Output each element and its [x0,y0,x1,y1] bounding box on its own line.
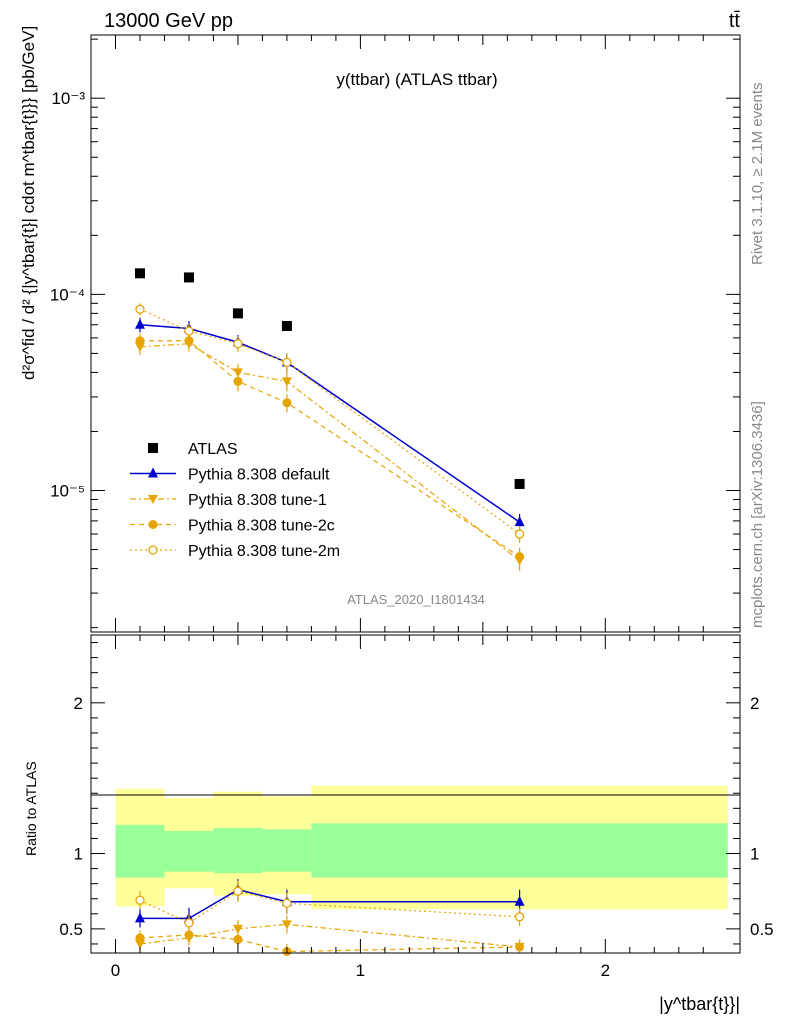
x-axis-label: |y^tbar{t}}| [659,994,740,1014]
x-tick-label: 2 [601,961,610,980]
ratio-point-pythia-8-308-tune-2m [514,912,525,922]
main-frame [90,34,741,633]
main-point-atlas [134,268,145,279]
main-line-pythia-8-308-tune-2m [139,308,520,535]
main-point-pythia-8-308-tune-2m [282,357,292,368]
legend-marker-pythia-8-308-tune-2m [148,545,158,555]
analysis-watermark: ATLAS_2020_I1801434 [347,592,485,607]
main-axes: 10⁻⁵ 10⁻⁴ 10⁻³ [50,35,740,632]
main-point-pythia-8-308-tune-2m [514,529,525,539]
ratio-band-inner [311,823,728,878]
main-y-tick-label: 10⁻³ [51,89,85,108]
ratio-y-tick-label-right: 0.5 [750,920,774,939]
ratio-line-pythia-8-308-tune-2m [139,890,520,924]
main-point-pythia-8-308-tune-2m [135,304,145,314]
legend-marker-pythia-8-308-default [148,467,158,478]
ratio-y-axis-label: Ratio to ATLAS [23,761,39,856]
main-point-pythia-8-308-tune-2m [233,339,243,349]
ratio-point-pythia-8-308-tune-2c [135,933,145,943]
legend-label-pythia-8-308-default: Pythia 8.308 default [188,467,330,484]
legend-label-pythia-8-308-tune-2c: Pythia 8.308 tune-2c [188,518,335,535]
main-point-pythia-8-308-default [134,318,145,329]
mcplots-label: mcplots.cern.ch [arXiv:1306.3436] [749,401,766,628]
ratio-point-pythia-8-308-default [134,912,145,923]
main-point-atlas [232,308,243,319]
ratio-frame [90,634,741,954]
energy-label: 13000 GeV pp [104,10,233,32]
main-point-atlas [281,320,292,331]
main-line-pythia-8-308-tune-1 [139,343,520,561]
x-tick-label: 1 [356,961,365,980]
main-point-atlas [183,272,194,283]
ratio-bands [115,785,728,910]
main-point-pythia-8-308-tune-2c [233,376,243,386]
ratio-point-pythia-8-308-tune-1 [232,924,243,934]
ratio-axes: 0.5 0.5 1 1 2 2 0 1 2 [59,635,774,980]
main-markers [134,268,525,571]
ratio-line-pythia-8-308-tune-2c [139,934,520,953]
process-label: tt̄ [729,10,741,32]
ratio-point-pythia-8-308-tune-2m [233,886,243,896]
legend-marker-pythia-8-308-tune-2c [148,520,158,529]
x-tick-label: 0 [111,961,120,980]
main-point-atlas [514,478,525,489]
ratio-band-inner [213,827,263,874]
ratio-point-pythia-8-308-tune-2m [135,895,145,905]
ratio-y-tick-label: 1 [74,845,83,864]
main-point-pythia-8-308-tune-2c [184,336,194,346]
legend-label-pythia-8-308-tune-1: Pythia 8.308 tune-1 [188,492,327,509]
ratio-y-tick-label-right: 2 [750,694,759,713]
ratio-band-inner [115,824,165,878]
ratio-band-inner [262,829,312,872]
ratio-point-pythia-8-308-tune-2c [233,934,243,944]
ratio-point-pythia-8-308-tune-2m [184,918,194,928]
rivet-label: Rivet 3.1.10, ≥ 2.1M events [749,83,766,266]
main-y-tick-label: 10⁻⁴ [50,285,85,304]
main-y-axis-label: d²σ^fid / d² {|y^tbar{t}| cdot m^tbar{t}… [19,26,38,380]
ratio-y-tick-label: 2 [74,694,83,713]
legend-label-pythia-8-308-tune-2m: Pythia 8.308 tune-2m [188,543,340,560]
main-point-pythia-8-308-tune-1 [281,377,292,387]
main-point-pythia-8-308-tune-2c [135,336,145,346]
main-y-tick-label: 10⁻⁵ [50,482,85,501]
legend-label-atlas: ATLAS [188,441,238,458]
legend-marker-atlas [148,443,158,453]
legend: ATLAS Pythia 8.308 default Pythia 8.308 tu… [130,441,340,560]
ratio-point-pythia-8-308-tune-2c [515,942,525,952]
ratio-y-tick-label-right: 1 [750,845,759,864]
main-point-pythia-8-308-tune-2c [282,398,292,408]
main-point-pythia-8-308-tune-2c [515,552,525,562]
ratio-band-inner [164,830,214,872]
ratio-point-pythia-8-308-default [514,895,525,906]
ratio-point-pythia-8-308-tune-2c [184,930,194,940]
ratio-y-tick-label: 0.5 [59,920,83,939]
legend-marker-pythia-8-308-tune-1 [148,495,158,504]
ratio-point-pythia-8-308-tune-1 [281,920,292,930]
ratio-point-pythia-8-308-tune-2m [282,898,292,908]
main-title: y(ttbar) (ATLAS ttbar) [336,70,497,89]
main-point-pythia-8-308-default [514,516,525,527]
main-point-pythia-8-308-tune-2m [184,326,194,336]
